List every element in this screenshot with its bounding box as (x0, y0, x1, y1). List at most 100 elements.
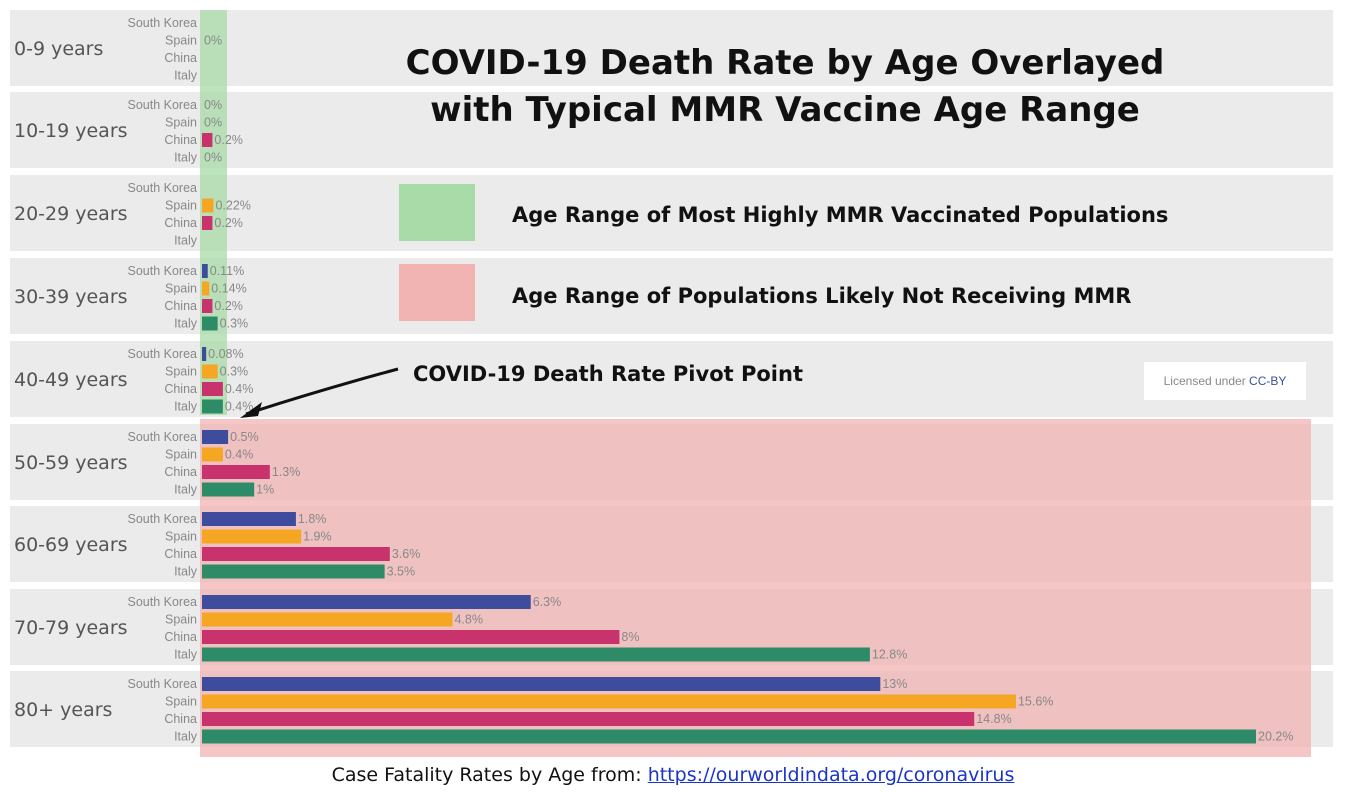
age-group-label: 60-69 years (14, 534, 128, 556)
age-group-background (10, 10, 1333, 86)
value-label: 0.11% (210, 264, 245, 278)
bar-south-korea (202, 512, 296, 526)
country-label: Spain (165, 34, 197, 48)
country-label: Spain (165, 613, 197, 627)
age-group-label: 30-39 years (14, 286, 128, 308)
bar-spain (202, 447, 223, 462)
age-group-label: 50-59 years (14, 452, 128, 474)
country-label: China (164, 630, 197, 644)
country-label: Spain (165, 448, 197, 462)
country-label: South Korea (128, 347, 198, 361)
country-label: Italy (174, 565, 198, 579)
bar-south-korea (202, 595, 531, 609)
country-label: China (164, 465, 197, 479)
country-label: China (164, 51, 197, 65)
bar-spain (202, 281, 210, 296)
value-label: 0.08% (208, 347, 243, 361)
bar-south-korea (202, 677, 881, 691)
value-label: 1.9% (303, 530, 332, 544)
pivot-point-annotation: COVID-19 Death Rate Pivot Point (413, 362, 803, 386)
country-label: China (164, 547, 197, 561)
chart-title: COVID-19 Death Rate by Age Overlayed wit… (320, 40, 1250, 134)
country-label: South Korea (128, 430, 198, 444)
value-label: 1% (256, 483, 274, 497)
country-label: South Korea (128, 264, 198, 278)
bar-china (202, 382, 223, 396)
legend-label-red: Age Range of Populations Likely Not Rece… (512, 284, 1132, 308)
bar-south-korea (202, 264, 208, 278)
value-label: 0.3% (220, 365, 249, 379)
footer-prefix: Case Fatality Rates by Age from: (331, 764, 642, 786)
country-label: Spain (165, 695, 197, 709)
country-label: South Korea (128, 677, 198, 691)
value-label: 13% (882, 677, 907, 691)
country-label: South Korea (128, 512, 198, 526)
value-label: 3.5% (387, 565, 416, 579)
bar-italy (202, 316, 218, 331)
age-group-background (10, 258, 1333, 334)
country-label: South Korea (128, 595, 198, 609)
country-label: Italy (174, 151, 198, 165)
country-label: Spain (165, 365, 197, 379)
value-label: 3.6% (392, 547, 421, 561)
country-label: Spain (165, 282, 197, 296)
bar-china (202, 547, 390, 561)
license-link[interactable]: CC-BY (1249, 374, 1287, 388)
legend-label-green: Age Range of Most Highly MMR Vaccinated … (512, 203, 1169, 227)
country-label: Italy (174, 648, 198, 662)
pivot-arrow (240, 367, 399, 418)
bar-spain (202, 612, 453, 627)
country-label: Italy (174, 317, 198, 331)
country-label: China (164, 299, 197, 313)
bar-italy (202, 729, 1256, 744)
bar-china (202, 133, 213, 147)
bar-south-korea (202, 430, 229, 444)
country-label: Spain (165, 116, 197, 130)
source-link[interactable]: https://ourworldindata.org/coronavirus (647, 764, 1015, 786)
value-label: 0% (204, 151, 222, 165)
value-label: 0.4% (225, 400, 254, 414)
country-label: South Korea (128, 181, 198, 195)
age-group-label: 0-9 years (14, 38, 103, 60)
value-label: 0.4% (225, 382, 254, 396)
value-label: 15.6% (1018, 695, 1053, 709)
bar-italy (202, 564, 385, 579)
age-group-background (10, 175, 1333, 251)
legend-swatch-red (399, 264, 475, 321)
value-label: 1.8% (298, 512, 327, 526)
title-line-2: with Typical MMR Vaccine Age Range (430, 90, 1140, 130)
bar-china (202, 216, 213, 230)
bar-china (202, 465, 270, 479)
value-label: 1.3% (272, 465, 301, 479)
title-line-1: COVID-19 Death Rate by Age Overlayed (405, 43, 1165, 83)
country-label: China (164, 216, 197, 230)
country-label: Italy (174, 483, 198, 497)
country-label: China (164, 133, 197, 147)
bar-china (202, 630, 620, 644)
bar-italy (202, 647, 870, 662)
value-label: 12.8% (872, 648, 907, 662)
country-label: Italy (174, 69, 198, 83)
country-label: China (164, 712, 197, 726)
value-label: 0.3% (220, 317, 249, 331)
country-label: Italy (174, 234, 198, 248)
value-label: 0.14% (211, 282, 246, 296)
bars: South Korea Spain 0% China Italy South Korea 0… (128, 16, 1293, 744)
country-label: Spain (165, 530, 197, 544)
bar-south-korea (202, 347, 207, 361)
bar-spain (202, 364, 218, 379)
bar-spain (202, 198, 214, 213)
bar-spain (202, 694, 1016, 709)
value-label: 0% (204, 98, 222, 112)
value-label: 0.4% (225, 448, 254, 462)
value-label: 0.2% (214, 299, 243, 313)
license-note: Licensed under CC-BY (1144, 362, 1306, 400)
legend-swatch-green (399, 184, 475, 241)
country-label: South Korea (128, 16, 198, 30)
age-group-background (10, 92, 1333, 168)
value-label: 0.22% (215, 199, 250, 213)
value-label: 20.2% (1258, 730, 1293, 744)
value-label: 0.5% (230, 430, 259, 444)
age-group-label: 40-49 years (14, 369, 128, 391)
age-group-label: 80+ years (14, 699, 112, 721)
